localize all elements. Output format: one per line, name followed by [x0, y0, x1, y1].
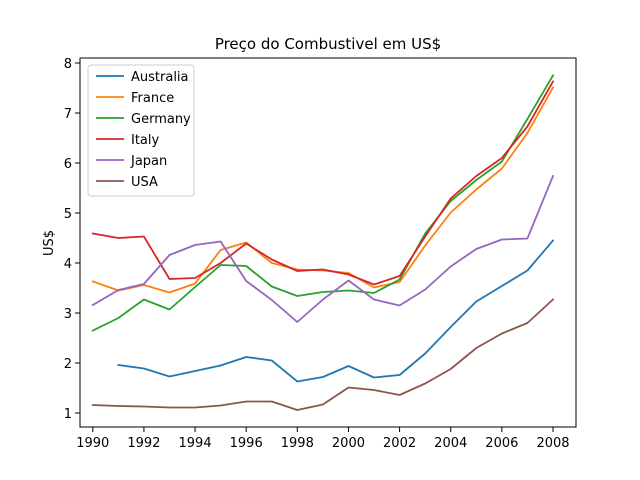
x-tick-label: 2008	[536, 436, 569, 451]
y-tick-label: 4	[64, 257, 72, 272]
series-layer	[91, 74, 555, 411]
y-tick-label: 6	[64, 157, 72, 172]
legend-label-germany: Germany	[131, 112, 191, 127]
series-line-italy	[91, 80, 555, 286]
plot-frame	[79, 57, 577, 428]
y-tick-label: 2	[64, 357, 72, 372]
legend-label-australia: Australia	[131, 70, 189, 85]
x-tick-label: 2004	[434, 436, 467, 451]
y-tick-label: 1	[64, 407, 72, 422]
x-tick-label: 1998	[281, 436, 314, 451]
x-tick-label: 1996	[230, 436, 263, 451]
y-tick-label: 5	[64, 207, 72, 222]
legend-label-france: France	[131, 91, 174, 106]
x-tick-label: 2006	[485, 436, 518, 451]
y-tick-label: 3	[64, 307, 72, 322]
x-tick-label: 2000	[332, 436, 365, 451]
x-tick-label: 1994	[179, 436, 212, 451]
y-tick-label: 7	[64, 107, 72, 122]
series-line-usa	[91, 298, 555, 411]
legend: Australia France Germany Italy Japan USA	[87, 64, 195, 197]
series-line-france	[91, 86, 555, 294]
series-line-germany	[91, 74, 555, 332]
y-tick-label: 8	[64, 57, 72, 72]
legend-label-usa: USA	[131, 175, 158, 190]
legend-label-italy: Italy	[131, 133, 160, 148]
ticks-layer: 1990 1992 1994 1996 1998 2000 2002 2004 2006 2008…	[64, 57, 570, 451]
x-tick-label: 1990	[76, 436, 109, 451]
chart-title: Preço do Combustivel em US$	[215, 35, 441, 53]
x-tick-label: 1992	[127, 436, 160, 451]
x-tick-label: 2002	[383, 436, 416, 451]
series-line-japan	[91, 174, 555, 323]
series-line-australia	[117, 239, 555, 383]
y-axis-label: US$	[42, 230, 57, 256]
legend-label-japan: Japan	[130, 154, 167, 169]
